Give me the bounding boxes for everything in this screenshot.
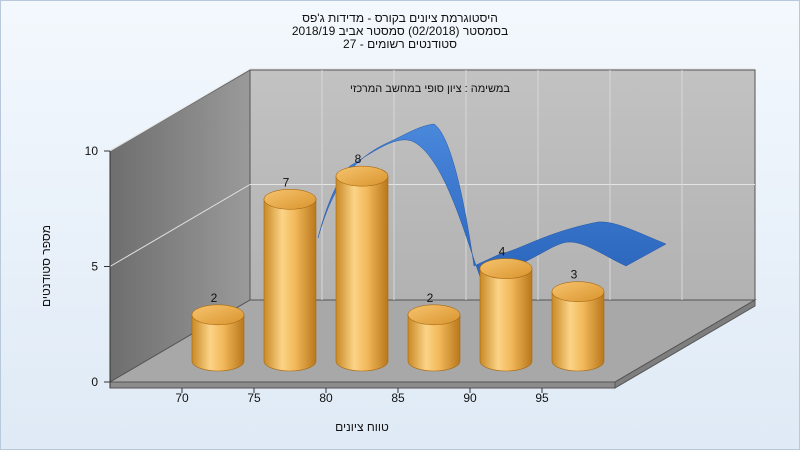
- y-axis-label: מספר סטודנטים: [39, 225, 53, 307]
- bar-body: [263, 199, 317, 372]
- bar-cylinder: 8: [335, 152, 389, 372]
- gridline-side: [109, 68, 251, 152]
- bar-cylinder: 2: [191, 291, 245, 372]
- chart-title-block: היסטוגרמת ציונים בקורס - מדידות ג'פס בסמ…: [0, 12, 800, 51]
- x-tick-label: 85: [391, 391, 405, 405]
- bar-value-label: 2: [211, 291, 218, 305]
- floor-edge: [109, 381, 616, 389]
- y-tick-label: 5: [91, 260, 98, 274]
- chart-semester: בסמסטר (02/2018) סמסטר אביב 2018/19: [291, 24, 509, 38]
- x-tick-label: 80: [319, 391, 333, 405]
- y-tick-label: 0: [91, 375, 98, 389]
- bar-cap: [335, 165, 389, 187]
- chart-title: היסטוגרמת ציונים בקורס - מדידות ג'פס: [302, 11, 498, 25]
- bar-cap: [551, 281, 605, 303]
- x-tick-label: 70: [175, 391, 189, 405]
- bar-value-label: 3: [571, 268, 578, 282]
- x-tick-label: 95: [535, 391, 549, 405]
- bar-value-label: 8: [355, 152, 362, 166]
- bar-body: [191, 314, 245, 372]
- bar-body: [407, 314, 461, 372]
- bar-value-label: 4: [499, 245, 506, 259]
- bar-cap: [263, 189, 317, 210]
- bar-value-label: 2: [427, 291, 434, 305]
- bar-cap: [479, 258, 533, 279]
- x-tick-label: 90: [463, 391, 477, 405]
- bar-cap: [191, 304, 245, 326]
- chart-subtitle: במשימה : ציון סופי במחשב המרכזי: [350, 83, 510, 95]
- gridline-side: [109, 184, 251, 267]
- distribution-ribbon-path: [317, 123, 667, 283]
- bar-body: [335, 175, 389, 372]
- bar-cylinder: 3: [551, 268, 605, 372]
- bar-body: [479, 268, 533, 372]
- right-floor-edge: [614, 299, 756, 389]
- grid-lines: [109, 68, 755, 300]
- x-tick-label: 75: [247, 391, 261, 405]
- bar-cylinder: 4: [479, 245, 533, 372]
- chart-enrolled: סטודנטים רשומים - 27: [343, 37, 457, 51]
- y-tick-label: 10: [85, 144, 99, 158]
- axes: 0 5 10 70 75 80 85 90 95: [85, 144, 549, 405]
- bar-cylinder: 7: [263, 175, 317, 372]
- bar-body: [551, 291, 605, 372]
- bar-value-label: 7: [283, 175, 290, 189]
- bars: 2 7 8 2 4 3: [191, 152, 605, 372]
- bar-cylinder: 2: [407, 291, 461, 372]
- bar-cap: [407, 304, 461, 326]
- x-axis-label: טווח ציונים: [335, 420, 389, 434]
- distribution-ribbon: [317, 123, 667, 283]
